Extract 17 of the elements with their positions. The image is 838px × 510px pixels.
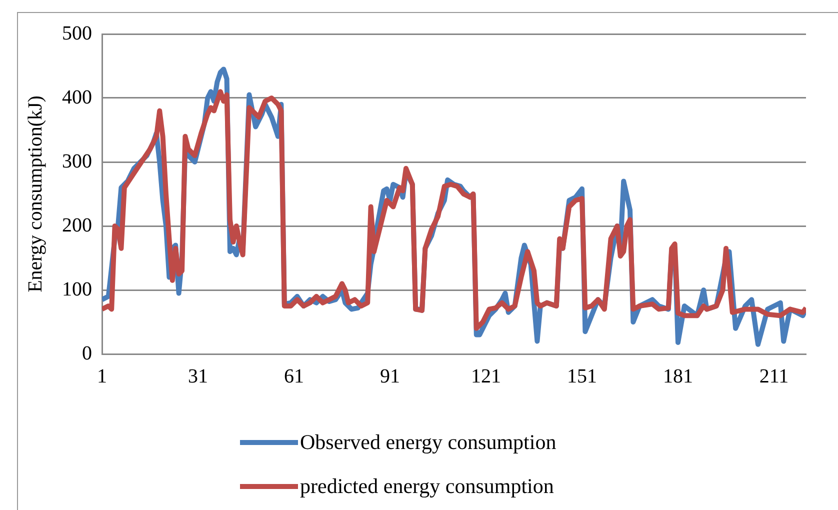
x-tick-label: 1: [97, 365, 107, 388]
x-tick-label: 31: [188, 365, 208, 388]
y-tick-label: 500: [62, 22, 92, 44]
x-tick-label: 121: [471, 365, 501, 388]
y-tick-label: 0: [82, 342, 92, 364]
legend-label: Observed energy consumption: [300, 430, 556, 454]
x-tick-label: 91: [380, 365, 400, 388]
y-tick-label: 400: [62, 86, 92, 108]
legend-label: predicted energy consumption: [300, 474, 554, 498]
x-tick-label: 211: [759, 365, 789, 388]
x-tick-label: 151: [567, 365, 597, 388]
x-tick-label: 181: [663, 365, 693, 388]
y-tick-label: 200: [62, 214, 92, 236]
y-tick-label: 100: [62, 278, 92, 300]
y-axis-title: Energy consumption(kJ): [24, 96, 46, 292]
x-tick-label: 61: [284, 365, 304, 388]
y-tick-label: 300: [62, 150, 92, 172]
